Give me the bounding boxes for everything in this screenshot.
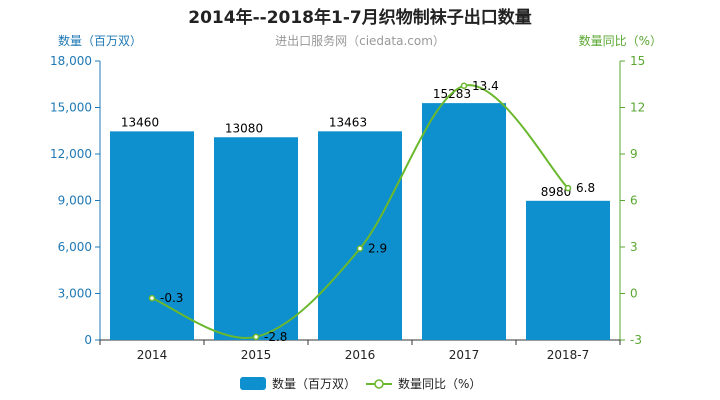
legend-line-marker [374,379,384,389]
x-tick-label: 2016 [345,348,376,362]
growth-line [151,84,569,340]
line-value-label: -2.8 [264,330,287,344]
legend-bar-label: 数量（百万双） [272,376,356,391]
bar [318,131,402,340]
right-tick-label: 6 [630,194,638,208]
plot-area: 0 3,000 6,000 9,000 12,000 15,000 18,000 -3 0 3 6 9… [50,54,645,362]
left-tick-label: 9,000 [58,194,92,208]
x-tick-label: 2015 [241,348,272,362]
legend-line-label: 数量同比（%） [398,376,481,391]
right-tick-label: 3 [630,240,638,254]
line-point [564,184,572,192]
bar [422,103,506,341]
left-axis-label: 数量（百万双） [58,33,142,48]
right-tick-label: 9 [630,147,638,161]
bar-value-label: 8980 [541,185,572,199]
right-axis-label: 数量同比（%） [579,33,662,48]
line-value-label: 6.8 [576,181,595,195]
x-tick-label: 2014 [137,348,168,362]
left-tick-label: 3,000 [58,287,92,301]
line-point [148,294,156,302]
bar [110,131,194,340]
bar-value-label: 13080 [225,121,263,135]
chart-subtitle: 进出口服务网（ciedata.com） [275,33,445,48]
left-tick-label: 6,000 [58,240,92,254]
x-tick-label: 2017 [449,348,480,362]
left-tick-label: 0 [84,333,92,347]
legend-bar-swatch [240,377,266,390]
bar-value-label: 13463 [329,115,367,129]
line-value-label: -0.3 [160,291,183,305]
line-point [252,333,260,341]
x-tick-label: 2018-7 [547,348,590,362]
left-tick-label: 15,000 [50,101,92,115]
bar [526,200,610,340]
left-tick-label: 12,000 [50,147,92,161]
right-tick-label: 0 [630,287,638,301]
legend: 数量（百万双） 数量同比（%） [240,376,481,391]
left-tick-label: 18,000 [50,54,92,68]
right-tick-label: -3 [630,333,642,347]
bar-value-label: 13460 [121,115,159,129]
bar [214,137,298,340]
line-point [460,82,468,90]
chart-title: 2014年--2018年1-7月织物制袜子出口数量 [188,7,531,28]
right-tick-label: 15 [630,54,645,68]
line-value-label: 13.4 [472,79,499,93]
right-tick-label: 12 [630,101,645,115]
line-point [356,245,364,252]
line-value-label: 2.9 [368,242,387,256]
